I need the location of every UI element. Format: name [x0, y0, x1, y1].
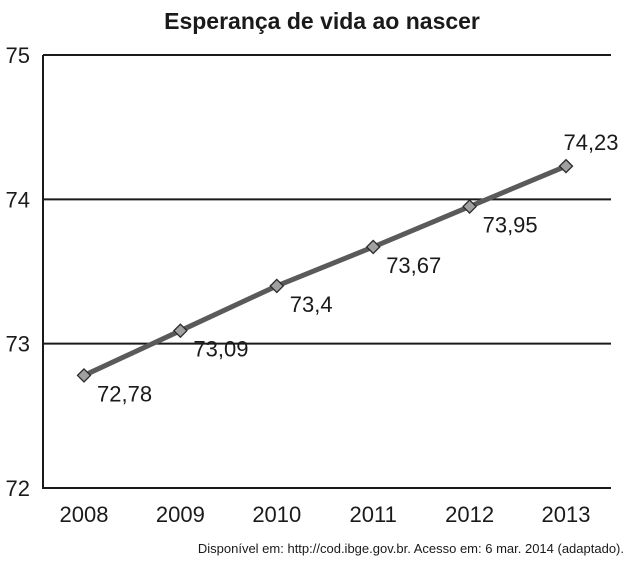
axes [42, 55, 611, 489]
data-label: 74,23 [563, 130, 618, 155]
y-tick-labels: 72 73 74 75 [6, 43, 30, 501]
data-point-marker [365, 239, 381, 255]
data-point-marker [269, 278, 285, 294]
data-label: 73,95 [483, 213, 538, 238]
x-tick-label: 2008 [60, 502, 109, 527]
x-tick-label: 2011 [350, 502, 397, 527]
data-label: 73,09 [193, 337, 248, 362]
y-tick-label: 74 [6, 187, 30, 212]
data-label: 73,67 [386, 253, 441, 278]
y-tick-label: 73 [6, 332, 30, 357]
y-tick-label: 72 [6, 476, 30, 501]
data-point-marker [172, 323, 188, 339]
x-tick-label: 2012 [445, 502, 494, 527]
y-tick-label: 75 [6, 43, 30, 68]
data-label: 73,4 [290, 292, 333, 317]
data-labels: 72,78 73,09 73,4 73,67 73,95 74,23 [97, 130, 619, 406]
source-note: Disponível em: http://cod.ibge.gov.br. A… [198, 541, 624, 556]
data-label: 72,78 [97, 381, 152, 406]
gridlines [43, 54, 611, 345]
x-tick-label: 2013 [542, 502, 591, 527]
series-life-expectancy [76, 158, 574, 383]
data-point-marker [76, 368, 92, 383]
chart-title: Esperança de vida ao nascer [164, 8, 480, 34]
x-tick-label: 2009 [156, 502, 205, 527]
data-point-marker [558, 158, 574, 174]
x-tick-label: 2010 [252, 502, 301, 527]
data-point-marker [462, 199, 478, 214]
series-line [81, 163, 569, 378]
x-tick-labels: 2008 2009 2010 2011 2012 2013 [60, 502, 591, 527]
